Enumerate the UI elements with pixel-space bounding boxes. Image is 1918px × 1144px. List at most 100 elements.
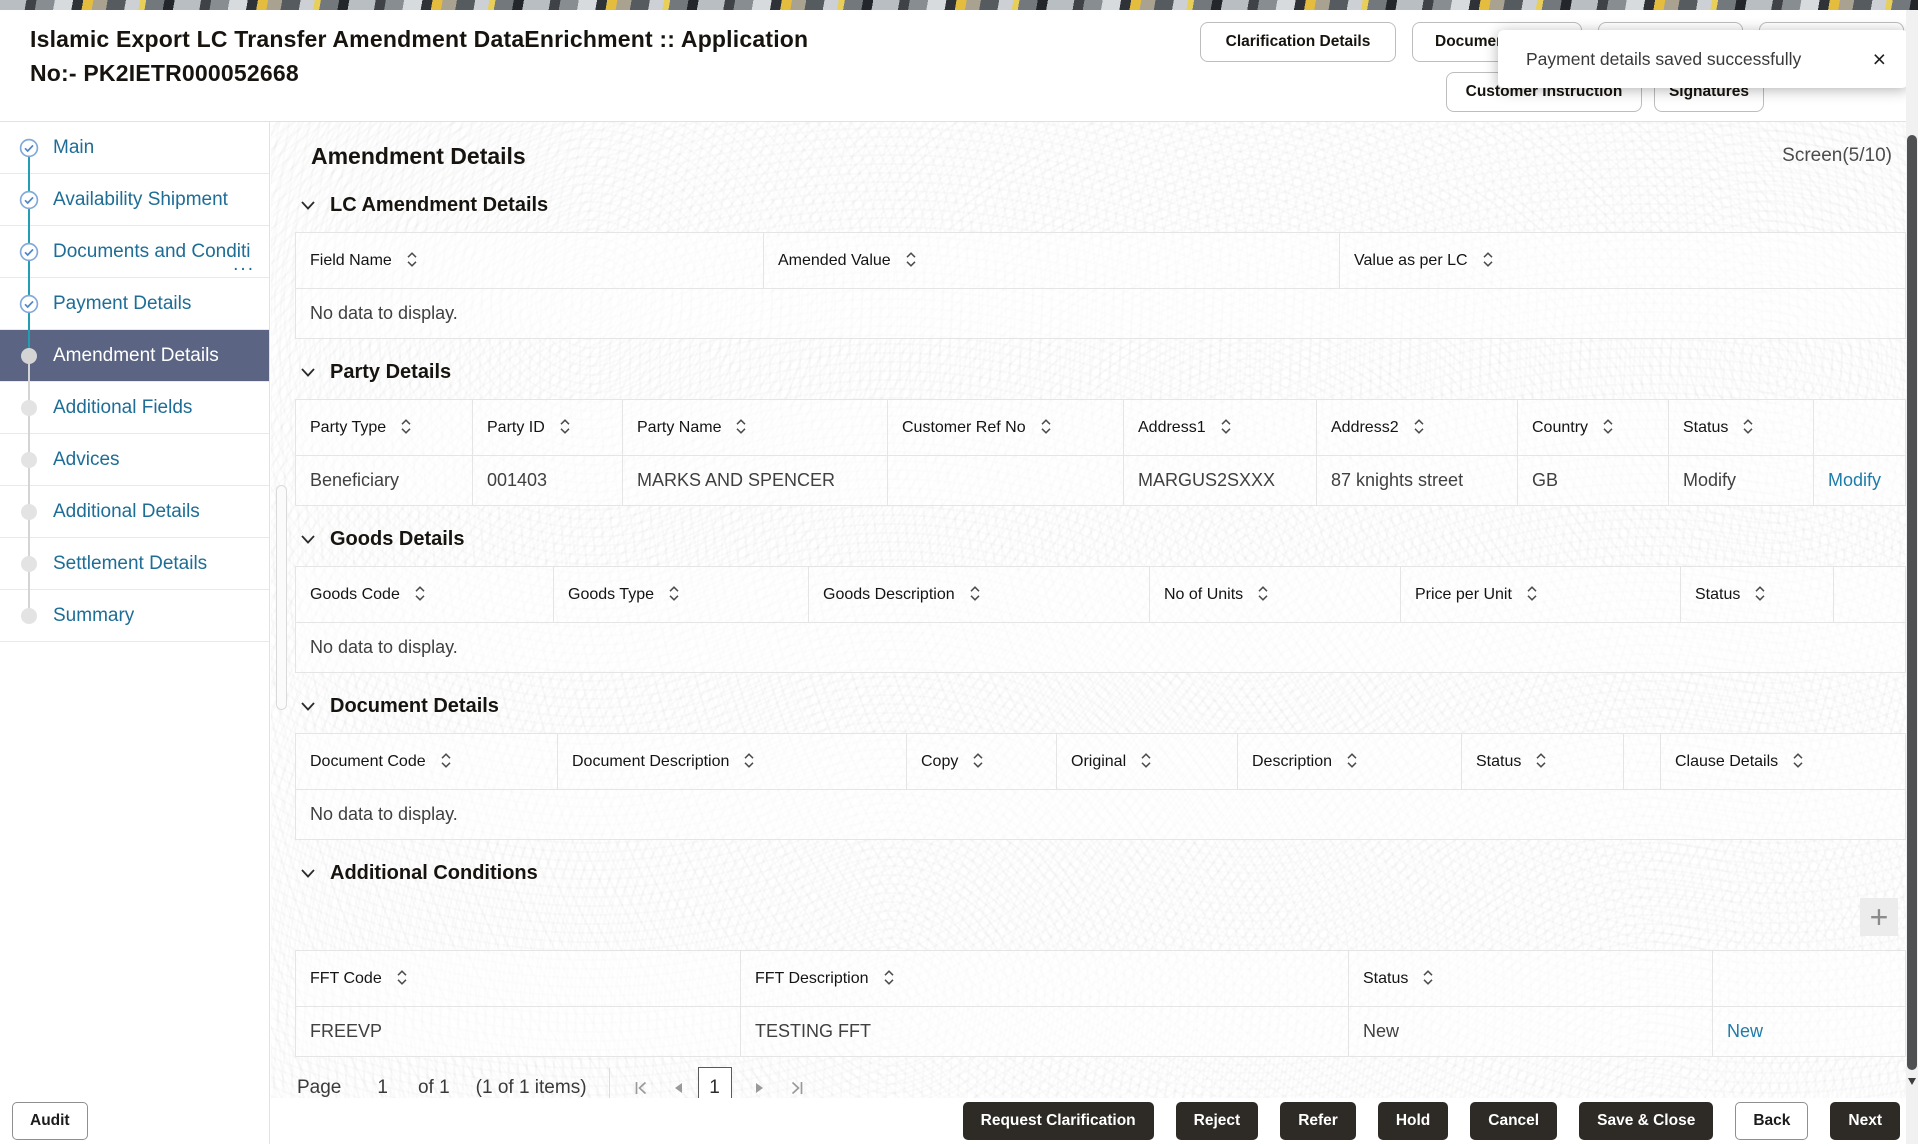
sidebar-item-advices[interactable]: Advices: [0, 434, 269, 486]
sort-icon: [415, 586, 425, 601]
sidebar-item-availability-shipment[interactable]: Availability Shipment: [0, 174, 269, 226]
column-header-clause-details[interactable]: Clause Details: [1660, 733, 1906, 790]
column-header-amended-value[interactable]: Amended Value: [763, 232, 1340, 289]
step-navigation: Main Availability Shipment Documents and C…: [0, 122, 270, 1144]
column-header-goods-description[interactable]: Goods Description: [808, 566, 1150, 623]
completed-step-icon: [19, 294, 39, 314]
sort-icon: [669, 586, 679, 601]
sidebar-item-payment-details[interactable]: Payment Details: [0, 278, 269, 330]
column-header-original[interactable]: Original: [1056, 733, 1238, 790]
sort-icon: [407, 252, 417, 267]
column-header-label: Party ID: [487, 419, 545, 436]
section-lc-amendment-details[interactable]: LC Amendment Details: [295, 192, 1906, 218]
column-header-price-per-unit[interactable]: Price per Unit: [1400, 566, 1681, 623]
previous-page-icon[interactable]: [672, 1081, 684, 1095]
column-header-party-id[interactable]: Party ID: [472, 399, 623, 456]
modify-link[interactable]: Modify: [1828, 470, 1882, 490]
sidebar-item-label: Main: [53, 136, 95, 158]
audit-button[interactable]: Audit: [12, 1102, 88, 1140]
back-button[interactable]: Back: [1735, 1102, 1809, 1140]
section-goods-details[interactable]: Goods Details: [295, 526, 1906, 552]
column-header-goods-code[interactable]: Goods Code: [295, 566, 554, 623]
section-additional-conditions[interactable]: Additional Conditions: [295, 860, 1906, 886]
column-header-status[interactable]: Status: [1461, 733, 1624, 790]
refer-button[interactable]: Refer: [1280, 1102, 1356, 1140]
sidebar-item-summary[interactable]: Summary: [0, 590, 269, 642]
column-header-label: Goods Description: [823, 586, 955, 603]
column-header-document-description[interactable]: Document Description: [557, 733, 907, 790]
sidebar-item-label: Payment Details: [53, 292, 192, 314]
page-number-box[interactable]: 1: [697, 1067, 732, 1098]
page-label: Page: [297, 1077, 342, 1098]
new-link[interactable]: New: [1727, 1021, 1764, 1041]
next-page-icon[interactable]: [754, 1081, 766, 1095]
sort-icon: [1793, 753, 1803, 768]
column-header-status[interactable]: Status: [1348, 950, 1713, 1007]
add-row-button[interactable]: +: [1860, 898, 1898, 936]
goods-details-table: Goods Code Goods Type Goods Description No …: [295, 566, 1906, 673]
sort-icon: [1258, 586, 1268, 601]
section-document-details[interactable]: Document Details: [295, 693, 1906, 719]
empty-table-row: No data to display.: [295, 288, 1906, 339]
cell-country: GB: [1517, 455, 1669, 506]
cell-party-type: Beneficiary: [295, 455, 473, 506]
column-header-status[interactable]: Status: [1680, 566, 1834, 623]
column-header-value-as-per-lc[interactable]: Value as per LC: [1339, 232, 1906, 289]
sort-icon: [906, 252, 916, 267]
vertical-scrollbar[interactable]: [1906, 10, 1918, 1144]
column-header-label: Status: [1683, 419, 1729, 436]
column-header-document-code[interactable]: Document Code: [295, 733, 558, 790]
column-header-field-name[interactable]: Field Name: [295, 232, 764, 289]
upcoming-step-icon: [19, 554, 39, 574]
chevron-down-icon: [301, 534, 315, 544]
sidebar-item-additional-details[interactable]: Additional Details: [0, 486, 269, 538]
column-header-party-type[interactable]: Party Type: [295, 399, 473, 456]
close-icon[interactable]: ×: [1872, 45, 1886, 72]
column-header-address2[interactable]: Address2: [1316, 399, 1518, 456]
column-header-party-name[interactable]: Party Name: [622, 399, 888, 456]
sidebar-item-main[interactable]: Main: [0, 122, 269, 174]
sidebar-item-amendment-details[interactable]: Amendment Details: [0, 330, 269, 382]
next-button[interactable]: Next: [1830, 1102, 1900, 1140]
column-header-address1[interactable]: Address1: [1123, 399, 1317, 456]
column-header-customer-ref-no[interactable]: Customer Ref No: [887, 399, 1124, 456]
cell-party-id: 001403: [472, 455, 623, 506]
reject-button[interactable]: Reject: [1175, 1102, 1259, 1140]
sidebar-item-label: Additional Details: [53, 500, 200, 522]
sidebar-item-label: Advices: [53, 448, 120, 470]
sidebar-item-label: Amendment Details: [53, 344, 219, 366]
cancel-button[interactable]: Cancel: [1470, 1102, 1558, 1140]
column-header-goods-type[interactable]: Goods Type: [553, 566, 809, 623]
sidebar-item-documents-and-conditi[interactable]: Documents and Conditi...: [0, 226, 269, 278]
step-check-icon: [19, 138, 39, 157]
last-page-icon[interactable]: [788, 1079, 806, 1097]
column-header-copy[interactable]: Copy: [906, 733, 1057, 790]
column-header-fft-description[interactable]: FFT Description: [740, 950, 1349, 1007]
column-header-fft-code[interactable]: FFT Code: [295, 950, 741, 1007]
sidebar-item-settlement-details[interactable]: Settlement Details: [0, 538, 269, 590]
sidebar-item-label: Additional Fields: [53, 396, 193, 418]
column-header-label: FFT Code: [310, 970, 382, 987]
first-page-icon[interactable]: [632, 1079, 650, 1097]
page-current-value: 1: [377, 1077, 388, 1098]
column-header-status[interactable]: Status: [1668, 399, 1814, 456]
inner-scrollbar-thumb[interactable]: [276, 485, 287, 710]
sidebar-item-additional-fields[interactable]: Additional Fields: [0, 382, 269, 434]
scrollbar-thumb[interactable]: [1907, 135, 1917, 1070]
save-close-button[interactable]: Save & Close: [1579, 1102, 1714, 1140]
cell-address2: 87 knights street: [1316, 455, 1518, 506]
hold-button[interactable]: Hold: [1377, 1102, 1449, 1140]
column-header-no-of-units[interactable]: No of Units: [1149, 566, 1401, 623]
request-clarification-button[interactable]: Request Clarification: [962, 1102, 1154, 1140]
section-party-details[interactable]: Party Details: [295, 359, 1906, 385]
column-header-blank: [1623, 733, 1661, 790]
scrollbar-down-arrow-icon[interactable]: [1908, 1078, 1916, 1085]
column-header-description[interactable]: Description: [1237, 733, 1462, 790]
no-data-text: No data to display.: [295, 622, 1906, 673]
step-pending-icon: [21, 451, 37, 468]
clarification-details-button[interactable]: Clarification Details: [1200, 22, 1396, 62]
column-header-country[interactable]: Country: [1517, 399, 1669, 456]
completed-step-icon: [19, 242, 39, 262]
sort-icon: [883, 970, 894, 985]
column-header-label: Goods Type: [568, 586, 654, 603]
